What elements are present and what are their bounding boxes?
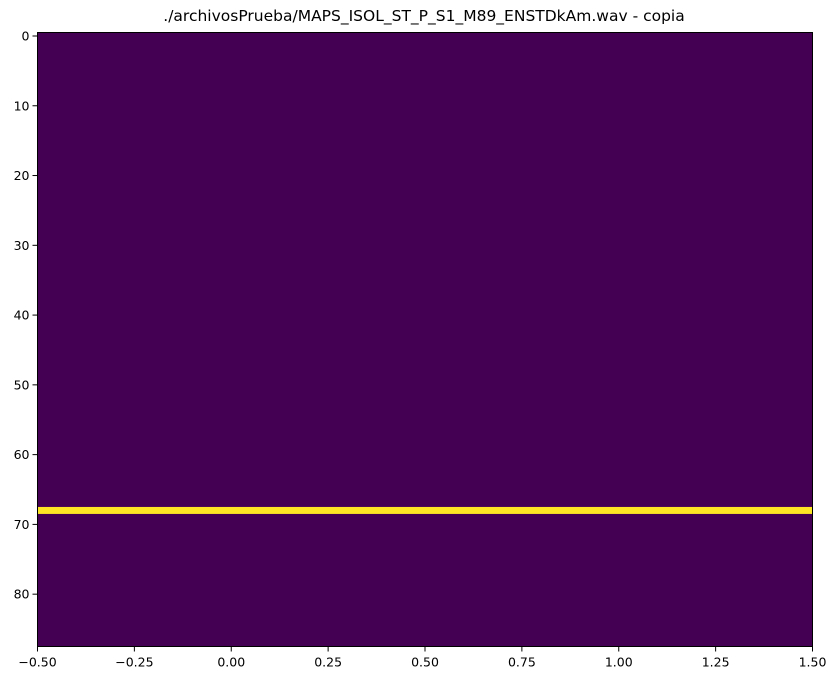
heatmap-cell-row-68-col-0 <box>37 506 425 514</box>
y-tick-label: 70 <box>14 517 30 532</box>
plot-area <box>37 32 813 647</box>
plot-frame <box>37 32 813 647</box>
x-tick-label: −0.50 <box>18 655 56 670</box>
x-tick-label: −0.25 <box>115 655 153 670</box>
x-tick-label: 1.00 <box>605 655 633 670</box>
y-axis: 0 10 20 30 40 50 60 70 80 <box>14 28 38 602</box>
x-tick-label: 0.25 <box>314 655 342 670</box>
x-tick-label: 1.50 <box>799 655 827 670</box>
y-tick-label: 60 <box>14 447 30 462</box>
y-tick-label: 20 <box>14 168 30 183</box>
y-tick-label: 80 <box>14 587 30 602</box>
heatmap-column-0-background <box>37 32 425 647</box>
x-tick-label: 0.50 <box>411 655 439 670</box>
y-tick-label: 50 <box>14 377 30 392</box>
x-tick-label: 0.75 <box>508 655 536 670</box>
y-tick-label: 10 <box>14 98 30 113</box>
x-tick-label: 1.25 <box>702 655 730 670</box>
x-tick-label: 0.00 <box>217 655 245 670</box>
x-axis: −0.50 −0.25 0.00 0.25 0.50 0.75 1.00 1.25 1.50 <box>18 646 827 670</box>
y-tick-label: 40 <box>14 308 30 323</box>
chart-title: ./archivosPrueba/MAPS_ISOL_ST_P_S1_M89_E… <box>163 7 684 26</box>
heatmap-cell-row-68-col-1 <box>425 506 813 514</box>
y-tick-label: 30 <box>14 238 30 253</box>
y-tick-label: 0 <box>22 28 30 43</box>
heatmap-column-1-background <box>425 32 813 647</box>
